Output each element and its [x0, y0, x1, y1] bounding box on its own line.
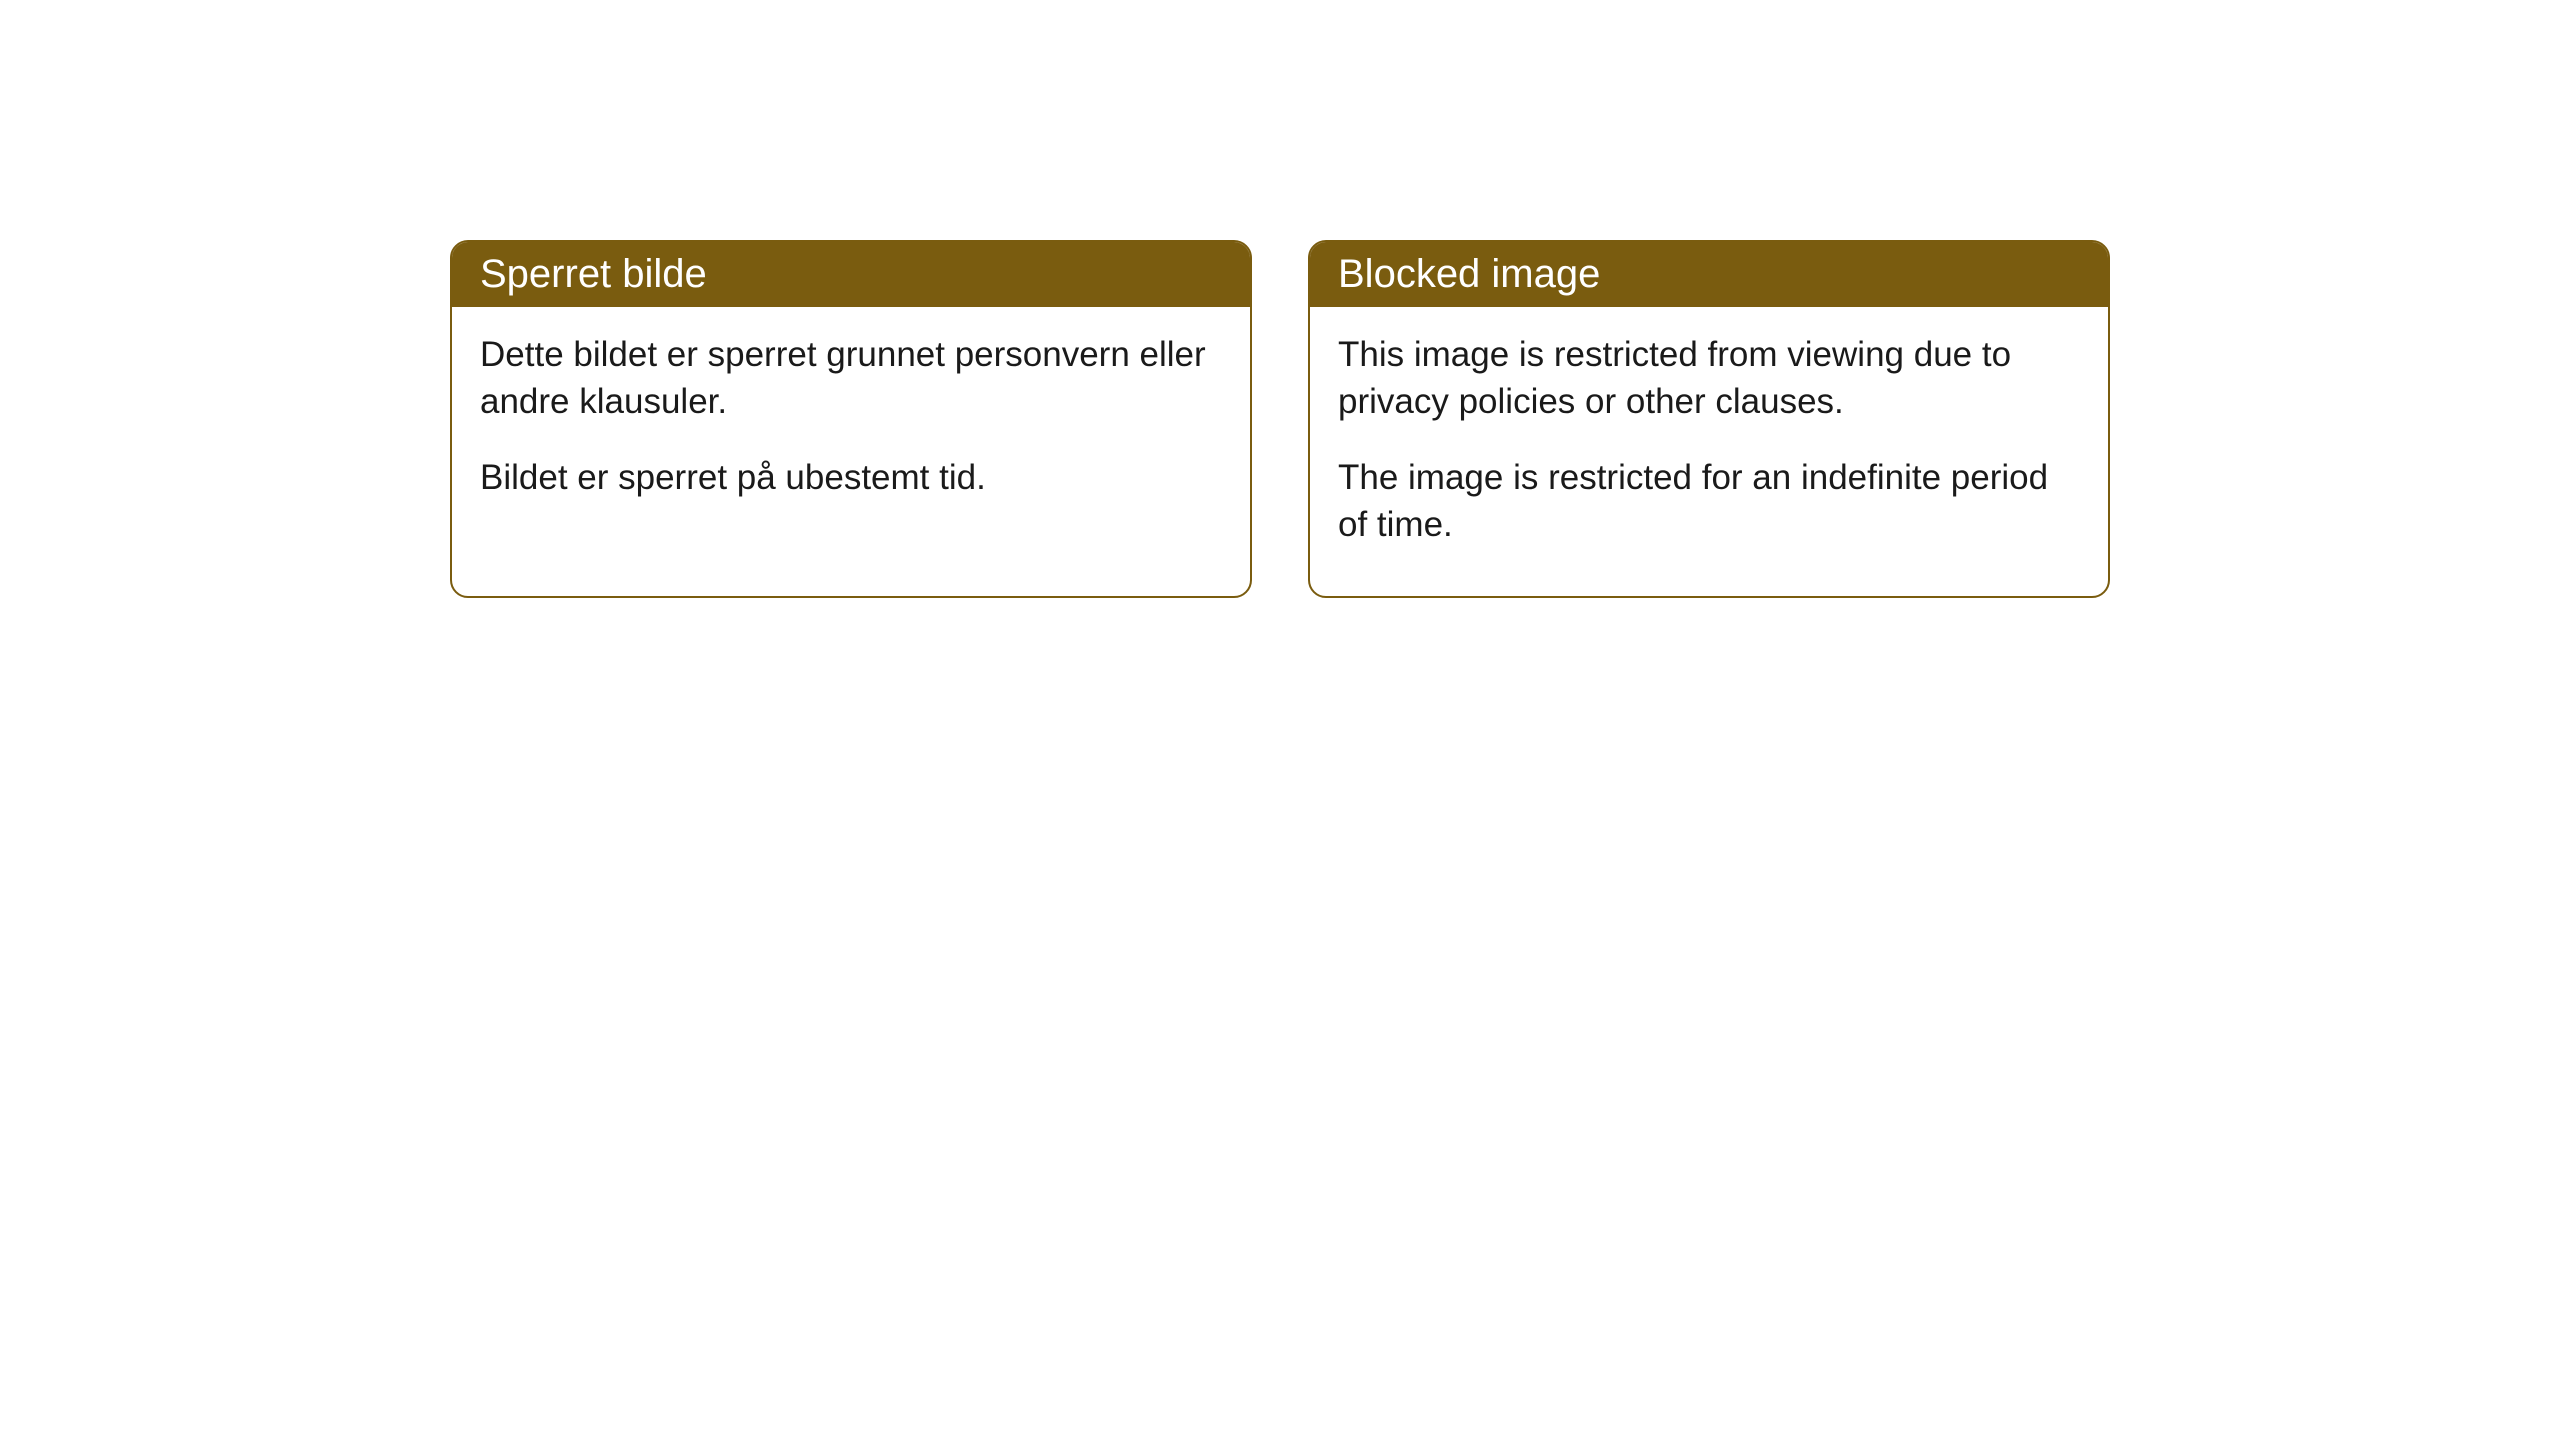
card-body-english: This image is restricted from viewing du…	[1310, 307, 2108, 596]
card-header-norwegian: Sperret bilde	[452, 242, 1250, 307]
card-body-norwegian: Dette bildet er sperret grunnet personve…	[452, 307, 1250, 549]
card-paragraph: Bildet er sperret på ubestemt tid.	[480, 454, 1222, 501]
card-paragraph: This image is restricted from viewing du…	[1338, 331, 2080, 426]
notice-cards-container: Sperret bilde Dette bildet er sperret gr…	[450, 240, 2110, 598]
card-paragraph: The image is restricted for an indefinit…	[1338, 454, 2080, 549]
card-header-english: Blocked image	[1310, 242, 2108, 307]
card-paragraph: Dette bildet er sperret grunnet personve…	[480, 331, 1222, 426]
blocked-image-card-english: Blocked image This image is restricted f…	[1308, 240, 2110, 598]
card-title: Sperret bilde	[480, 252, 707, 296]
card-title: Blocked image	[1338, 252, 1600, 296]
blocked-image-card-norwegian: Sperret bilde Dette bildet er sperret gr…	[450, 240, 1252, 598]
